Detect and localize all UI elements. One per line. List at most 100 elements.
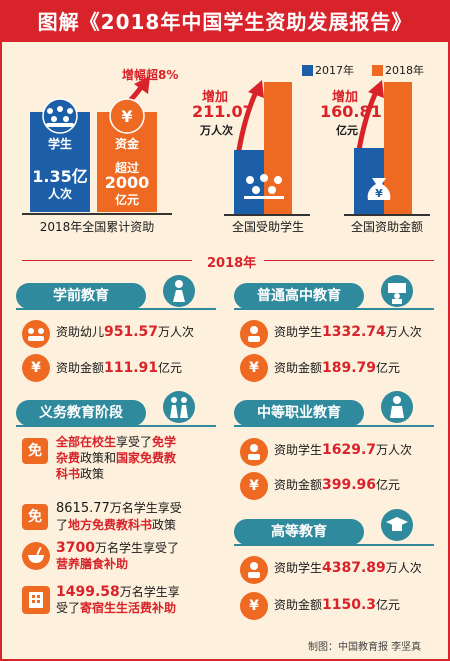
compulsory-item2: 8615.77万名学生享受 了地方免费教科书政策 <box>56 500 216 533</box>
compulsory-item1-c: 免学 <box>152 435 177 449</box>
higher-students-row: 资助学生4387.89万人次 <box>274 560 422 576</box>
funds-bar-icon: ¥ <box>367 178 391 200</box>
compulsory-item4-c: 寄宿生生活费补助 <box>80 601 177 615</box>
highschool-fund-icon: ¥ <box>240 354 268 382</box>
svg-text:¥: ¥ <box>375 187 383 200</box>
graduation-cap-icon <box>381 509 413 541</box>
compulsory-item4: 1499.58万名学生享受了寄宿生生活费补助 <box>56 584 216 616</box>
compulsory-item3: 3700万名学生享受了 营养膳食补助 <box>56 540 216 572</box>
compulsory-item4-b: 受了 <box>56 601 81 615</box>
compulsory-textbook-badge: 免 <box>22 504 48 530</box>
compulsory-item2-a: 万名学生享受 <box>109 501 182 515</box>
vocational-students-value: 1629.7 <box>322 442 377 458</box>
fund-total-box: ¥ 资金 超过 2000 亿元 <box>97 98 157 212</box>
year-heading: 2018年 <box>207 256 257 271</box>
highschool-underline <box>234 308 434 310</box>
preschool-children-row: 资助幼儿951.57万人次 <box>56 324 194 340</box>
summary-baseline <box>22 213 172 215</box>
compulsory-underline <box>16 425 216 427</box>
compulsory-item3-value: 3700 <box>56 540 95 556</box>
vocational-fund-row: 资助金额399.96亿元 <box>274 477 400 493</box>
students-bar-icon <box>244 174 284 199</box>
higher-fund-unit: 亿元 <box>376 598 401 612</box>
students-increase-unit: 万人次 <box>200 124 233 137</box>
money-bag-icon: ¥ <box>109 98 145 134</box>
compulsory-item1-d: 杂费 <box>56 451 81 465</box>
compulsory-item2-value: 8615.77 <box>56 501 110 516</box>
meal-bowl-icon <box>22 542 50 570</box>
compulsory-item1: 全部在校生享受了免学 杂费政策和国家免费教 科书政策 <box>56 434 216 482</box>
compulsory-item4-value: 1499.58 <box>56 584 120 600</box>
funds-increase-label: 增加 <box>332 90 359 105</box>
preschool-children-unit: 万人次 <box>158 325 195 339</box>
funds-caption: 全国资助金额 <box>350 220 423 234</box>
higher-students-unit: 万人次 <box>385 561 422 575</box>
compulsory-item1-f: 国家免费教 <box>116 451 177 465</box>
higher-fund-value: 1150.3 <box>322 597 377 613</box>
funds-increase-unit: 亿元 <box>336 124 358 137</box>
vocational-students-unit: 万人次 <box>376 443 413 457</box>
fund-prefix: 超过 <box>114 161 139 175</box>
compulsory-item2-c: 地方免费教科书 <box>68 518 153 532</box>
summary-caption: 2018年全国累计资助 <box>39 220 155 234</box>
highschool-fund-row: 资助金额189.79亿元 <box>274 360 400 376</box>
higher-fund-row: 资助金额1150.3亿元 <box>274 597 400 613</box>
preschool-children-icon <box>22 320 50 348</box>
year-divider-left <box>22 260 192 261</box>
preschool-underline <box>16 308 216 310</box>
vocational-fund-value: 399.96 <box>322 477 377 493</box>
legend-2018-label: 2018年 <box>385 64 424 77</box>
compulsory-item1-b: 享受了 <box>116 435 153 449</box>
students-increase-label: 增加 <box>202 90 229 105</box>
fund-label: 资金 <box>114 137 139 151</box>
higher-underline <box>234 544 434 546</box>
highschool-header: 普通高中教育 <box>234 283 364 309</box>
vocational-students-prefix: 资助学生 <box>274 443 323 457</box>
compulsory-free-badge: 免 <box>22 438 48 464</box>
funds-baseline <box>344 214 430 216</box>
students-increase-arrow-icon <box>235 80 264 157</box>
higher-header: 高等教育 <box>234 519 364 545</box>
dormitory-icon <box>22 586 50 614</box>
compulsory-item3-b: 营养膳食补助 <box>56 557 129 571</box>
students-caption: 全国受助学生 <box>231 220 304 234</box>
highschool-students-unit: 万人次 <box>385 325 422 339</box>
higher-students-value: 4387.89 <box>322 560 386 576</box>
compulsory-item4-a: 万名学生享 <box>119 585 180 599</box>
legend-2018-swatch <box>372 65 383 76</box>
vocational-header: 中等职业教育 <box>234 400 364 426</box>
legend-2017-label: 2017年 <box>315 64 354 77</box>
students-increase-value: 211.07 <box>192 102 254 121</box>
vocational-underline <box>234 425 434 427</box>
preschool-fund-row: 资助金额111.91亿元 <box>56 360 182 376</box>
vocational-fund-prefix: 资助金额 <box>274 478 323 492</box>
highschool-fund-value: 189.79 <box>322 360 377 376</box>
fund-unit: 亿元 <box>114 193 139 207</box>
preschool-fund-icon: ¥ <box>22 354 50 382</box>
vocational-students-row: 资助学生1629.7万人次 <box>274 442 412 458</box>
preschool-fund-value: 111.91 <box>104 360 159 376</box>
year-divider-right <box>264 260 434 261</box>
preschool-child-icon <box>163 275 195 307</box>
svg-text:¥: ¥ <box>121 107 132 126</box>
higher-students-icon <box>240 556 268 584</box>
compulsory-item1-a: 全部在校生 <box>56 435 117 449</box>
preschool-children-prefix: 资助幼儿 <box>56 325 105 339</box>
students-unit: 人次 <box>47 187 72 201</box>
highschool-students-value: 1332.74 <box>322 324 386 340</box>
compulsory-kids-icon <box>163 391 195 423</box>
higher-fund-icon: ¥ <box>240 592 268 620</box>
preschool-fund-unit: 亿元 <box>158 361 183 375</box>
students-label: 学生 <box>47 137 72 151</box>
higher-fund-prefix: 资助金额 <box>274 598 323 612</box>
credit-text: 制图：中国教育报 李坚真 <box>308 642 422 653</box>
page-title: 图解《2018年中国学生资助发展报告》 <box>2 2 448 42</box>
highschool-teacher-icon <box>381 275 413 307</box>
compulsory-item2-d: 政策 <box>152 518 177 532</box>
compulsory-item1-g: 科书 <box>56 467 81 481</box>
compulsory-item1-e: 政策和 <box>80 451 117 465</box>
vocational-worker-icon <box>381 391 413 423</box>
growth-label: 增幅超8% <box>122 68 179 82</box>
preschool-children-value: 951.57 <box>104 324 159 340</box>
